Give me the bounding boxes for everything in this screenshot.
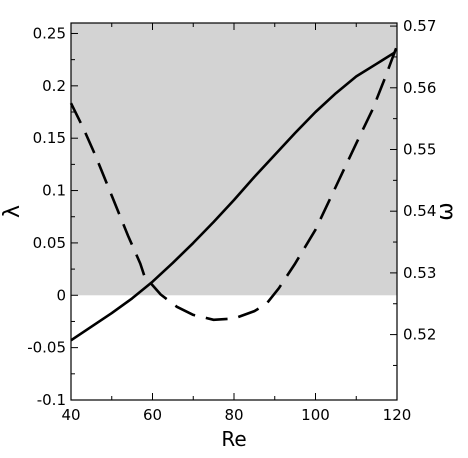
x-tick-label-80: 80 — [224, 406, 243, 424]
axes-layer — [70, 22, 398, 401]
y-left-tick-label--0.05: -0.05 — [27, 339, 66, 357]
x-tick-label-60: 60 — [143, 406, 162, 424]
y-left-tick-label-0.05: 0.05 — [33, 234, 66, 252]
y-right-tick-label-0.53: 0.53 — [403, 264, 436, 282]
y-left-tick-label-0.25: 0.25 — [33, 24, 66, 42]
label-layer: 40 60 80 100 120 -0.1 -0.05 0 0.05 0.1 0.15 0.2 0.25… — [0, 17, 458, 451]
y-left-tick-label--0.1: -0.1 — [37, 391, 66, 409]
x-tick-label-120: 120 — [383, 406, 412, 424]
y-left-tick-label-0.2: 0.2 — [42, 77, 66, 95]
y-right-tick-label-0.56: 0.56 — [403, 79, 436, 97]
y-right-axis-title: ω — [433, 202, 458, 220]
plot-layer — [71, 23, 397, 296]
x-tick-label-100: 100 — [301, 406, 330, 424]
y-right-tick-label-0.52: 0.52 — [403, 326, 436, 344]
lambda-solid-line — [70, 51, 396, 342]
y-right-tick-label-0.57: 0.57 — [403, 17, 436, 35]
y-left-axis-title: λ — [0, 205, 25, 218]
y-right-tick-label-0.55: 0.55 — [403, 140, 436, 158]
y-left-tick-label-0.15: 0.15 — [33, 129, 66, 147]
y-right-tick-label-0.54: 0.54 — [403, 202, 436, 220]
x-axis-title: Re — [221, 427, 246, 451]
y-left-tick-label-0.1: 0.1 — [42, 182, 66, 200]
series-layer — [69, 45, 399, 342]
shaded-region — [71, 23, 397, 296]
y-left-tick-label-0: 0 — [56, 286, 66, 304]
omega-dashed-line — [69, 45, 399, 322]
x-tick-label-40: 40 — [61, 406, 80, 424]
